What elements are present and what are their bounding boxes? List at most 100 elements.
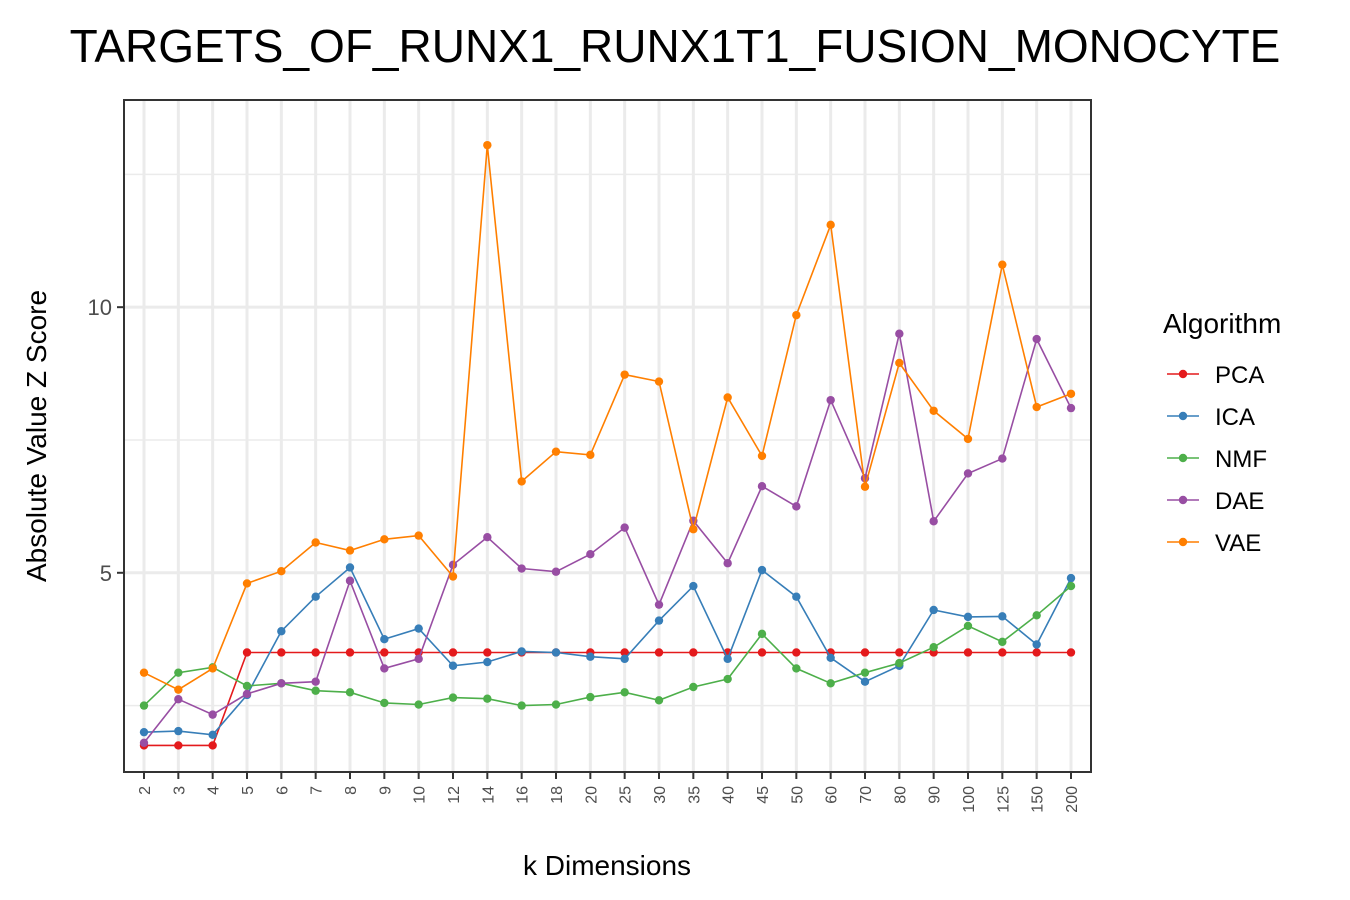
data-point	[517, 647, 526, 656]
data-point	[1032, 402, 1041, 412]
data-point	[723, 654, 732, 664]
legend-key-point	[1178, 495, 1188, 505]
data-point	[483, 648, 492, 657]
data-point	[345, 648, 355, 657]
data-point	[551, 447, 561, 456]
x-tick-label: 70	[858, 786, 875, 804]
data-point	[586, 652, 595, 661]
data-point	[895, 658, 904, 668]
data-point	[380, 698, 389, 708]
data-point	[654, 696, 664, 705]
data-point	[208, 730, 217, 740]
x-tick-label: 4	[206, 786, 223, 795]
legend-label: NMF	[1215, 446, 1267, 473]
series-pca	[139, 648, 1076, 750]
data-point	[1032, 640, 1041, 649]
legend-title: Algorithm	[1163, 308, 1281, 339]
data-point	[1066, 648, 1076, 657]
data-point	[174, 741, 183, 750]
x-tick-label: 9	[377, 786, 394, 795]
x-axis-title: k Dimensions	[523, 850, 691, 881]
x-tick-label: 30	[652, 786, 669, 804]
x-tick-label: 3	[171, 786, 188, 795]
data-point	[654, 377, 664, 386]
data-point	[929, 406, 938, 415]
data-point	[517, 701, 526, 710]
data-point	[242, 681, 252, 691]
data-point	[1066, 573, 1076, 583]
data-point	[1066, 389, 1076, 398]
y-axis: 5 10	[88, 295, 124, 586]
series-line	[144, 651, 1071, 747]
legend-item-vae: VAE	[1167, 530, 1261, 557]
data-point	[689, 525, 698, 534]
data-point	[448, 661, 458, 670]
data-point	[860, 677, 870, 686]
x-tick-label: 40	[721, 786, 738, 804]
x-tick-label: 5	[240, 786, 257, 795]
legend-item-nmf: NMF	[1167, 446, 1267, 473]
data-point	[998, 454, 1007, 463]
x-tick-label: 16	[515, 786, 532, 804]
legend: Algorithm PCA ICA NMF DAE VAE	[1163, 308, 1281, 557]
data-point	[174, 685, 183, 694]
x-tick-label: 35	[686, 786, 703, 804]
data-point	[826, 395, 835, 405]
legend-key-point	[1178, 369, 1188, 379]
x-tick-label: 10	[412, 786, 429, 804]
data-point	[311, 686, 320, 695]
data-point	[929, 517, 938, 526]
data-point	[723, 393, 732, 402]
series-vae	[139, 140, 1076, 694]
data-point	[174, 668, 183, 677]
x-tick-label: 7	[309, 786, 326, 795]
data-point	[723, 674, 732, 684]
data-point	[792, 664, 801, 673]
data-point	[792, 310, 801, 320]
series-layer	[139, 140, 1076, 750]
series-line	[143, 333, 1072, 744]
data-point	[689, 682, 698, 692]
data-point	[380, 648, 389, 657]
data-point	[826, 679, 835, 688]
data-point	[792, 592, 801, 601]
x-tick-label: 14	[480, 786, 497, 804]
data-point	[277, 679, 286, 688]
data-point	[277, 627, 286, 636]
data-point	[654, 616, 664, 625]
data-point	[826, 653, 835, 662]
legend-label: DAE	[1215, 488, 1264, 515]
data-point	[311, 677, 320, 686]
data-point	[654, 600, 664, 609]
data-point	[654, 648, 664, 657]
x-tick-label: 125	[995, 786, 1012, 813]
plot-border	[123, 99, 1092, 773]
x-tick-label: 100	[961, 786, 978, 813]
x-tick-label: 90	[927, 786, 944, 804]
data-point	[998, 612, 1007, 621]
data-point	[311, 538, 320, 547]
series-line	[143, 566, 1072, 736]
data-point	[414, 624, 423, 633]
data-point	[551, 648, 561, 657]
x-tick-label: 45	[755, 786, 772, 804]
data-point	[757, 482, 767, 491]
data-point	[963, 434, 973, 444]
data-point	[929, 642, 938, 652]
data-point	[242, 689, 252, 699]
data-point	[792, 648, 801, 657]
plot-background	[124, 100, 1091, 772]
data-point	[380, 664, 389, 673]
data-point	[345, 563, 355, 572]
data-point	[586, 692, 595, 702]
data-point	[586, 450, 595, 460]
x-tick-label: 80	[892, 786, 909, 804]
data-point	[448, 693, 458, 702]
legend-item-dae: DAE	[1167, 488, 1264, 515]
data-point	[998, 260, 1007, 269]
data-point	[895, 358, 904, 368]
data-point	[998, 637, 1007, 647]
data-point	[345, 576, 355, 585]
data-point	[277, 566, 286, 576]
